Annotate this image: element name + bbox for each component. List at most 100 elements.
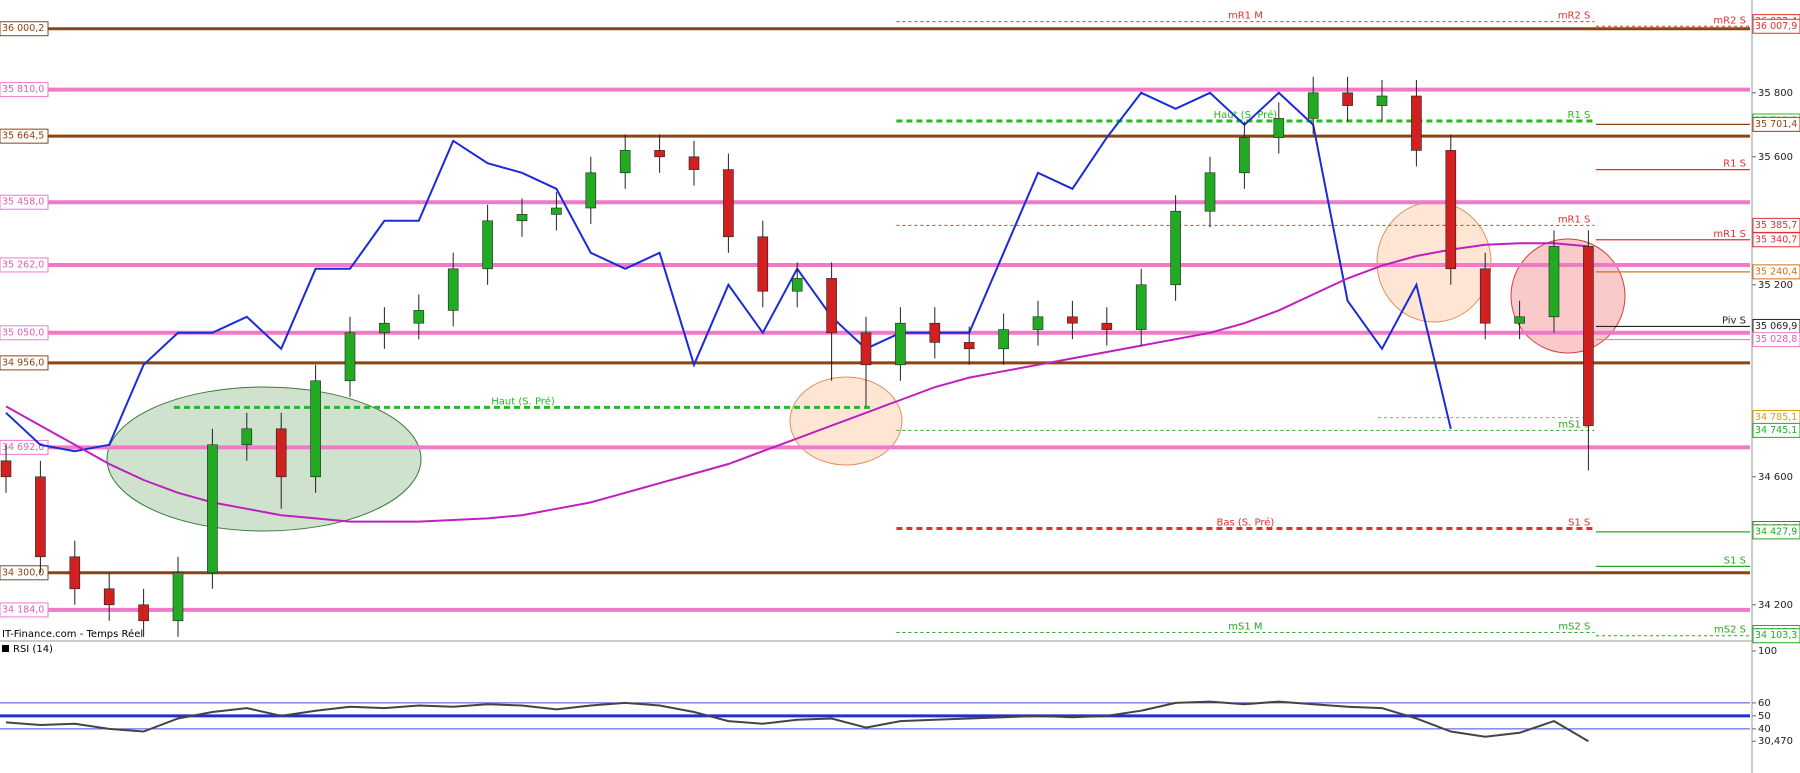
candle-body: [1032, 316, 1044, 330]
level-label: 34 427,9: [1755, 526, 1797, 537]
candle-body: [1239, 137, 1250, 174]
level-note: Haut (S. Pré): [491, 395, 555, 407]
candle-body: [275, 428, 287, 478]
rsi-title: RSI (14): [13, 644, 53, 655]
y-tick-label: 50: [1758, 711, 1771, 722]
source-label: IT-Finance.com - Temps Réel: [2, 628, 143, 640]
y-tick-label: 60: [1758, 698, 1771, 709]
level-label: 35 701,4: [1755, 119, 1797, 130]
level-label-box: [0, 257, 49, 273]
candle-body: [482, 220, 493, 270]
level-label: 35 050,0: [2, 327, 44, 338]
level-label-box: [0, 565, 49, 581]
level-label: 35 385,7: [1755, 220, 1797, 231]
rsi-legend-swatch: [2, 645, 9, 652]
candle-body: [1204, 172, 1216, 212]
candle-body: [929, 322, 941, 343]
candle-body: [1307, 92, 1319, 119]
level-label: 35 810,0: [2, 84, 44, 95]
candle-body: [379, 322, 390, 334]
y-tick-label: 35 800: [1758, 88, 1793, 99]
candle-body: [344, 332, 356, 382]
level-name: mS1 S: [1558, 419, 1590, 430]
level-label-box: [0, 602, 49, 618]
candle-body: [585, 172, 597, 209]
candle-body: [0, 460, 12, 478]
y-tick-label: 40: [1758, 724, 1771, 735]
level-label: 34 956,0: [2, 357, 44, 368]
y-tick-label: 35 600: [1758, 152, 1793, 163]
candle-body: [826, 278, 837, 334]
level-label: 35 262,0: [2, 259, 44, 270]
y-tick-label: 100: [1758, 646, 1777, 657]
candle-body: [1067, 316, 1078, 324]
candle-body: [551, 207, 562, 215]
candle-body: [1170, 210, 1181, 286]
candle-body: [791, 278, 803, 292]
y-tick-label: 34 200: [1758, 600, 1793, 611]
level-label: 36 007,9: [1755, 21, 1797, 32]
candle-body: [1514, 316, 1525, 324]
level-name: S1 S: [1568, 518, 1590, 529]
level-label: 34 785,1: [1755, 412, 1797, 423]
candle-body: [1135, 284, 1147, 330]
level-label-box: [1752, 116, 1800, 132]
candle-body: [1342, 92, 1353, 106]
candle-body: [138, 604, 149, 622]
candle-body: [688, 156, 700, 170]
candle-body: [1583, 246, 1594, 426]
level-name: mR1 S: [1713, 229, 1746, 240]
candle-body: [1479, 268, 1491, 324]
level-label: 36 000,2: [2, 23, 44, 34]
candle-body: [1376, 95, 1388, 106]
candle-body: [103, 588, 115, 606]
level-name: mS2 S: [1558, 622, 1590, 633]
level-label-box: [0, 128, 49, 144]
level-name: S1 S: [1724, 555, 1746, 566]
candle-body: [35, 476, 46, 558]
level-name: mS2 S: [1714, 625, 1746, 636]
candle-body: [619, 150, 631, 174]
candle-body: [1101, 322, 1113, 330]
level-label: 34 300,0: [2, 567, 44, 578]
candle-body: [998, 329, 1009, 350]
level-label-box: [0, 439, 49, 455]
level-label-box: [1752, 422, 1800, 438]
level-note: Haut (S. Pré): [1214, 109, 1278, 121]
level-label-box: [1752, 18, 1800, 34]
level-label: 35 028,8: [1755, 334, 1797, 345]
level-name: R1 S: [1568, 110, 1591, 121]
candle-body: [757, 236, 769, 292]
level-label-box: [1752, 264, 1800, 280]
candle-body: [1445, 150, 1457, 270]
candle-body: [172, 572, 184, 622]
candle-body: [241, 428, 253, 446]
candle-body: [723, 169, 734, 238]
level-label-box: [1752, 524, 1800, 540]
candle-body: [1548, 246, 1560, 318]
level-label-box: [1752, 332, 1800, 348]
level-label: 35 069,9: [1755, 321, 1797, 332]
level-name: mR1 S: [1558, 214, 1591, 225]
candle-body: [207, 444, 218, 574]
level-label-box: [0, 355, 49, 371]
candle-body: [654, 150, 665, 158]
level-name: R1 S: [1723, 159, 1746, 170]
level-name: mR2 S: [1558, 11, 1591, 22]
level-label: 35 458,0: [2, 197, 44, 208]
candle-body: [895, 322, 906, 366]
level-label: 34 184,0: [2, 604, 44, 615]
candle-body: [69, 556, 81, 590]
level-label: 35 240,4: [1755, 266, 1797, 277]
level-name: Piv S: [1722, 315, 1746, 326]
series-line: [5, 91, 1452, 453]
candle-body: [413, 310, 425, 324]
series-line: [5, 242, 1589, 523]
candle-body: [447, 268, 459, 311]
level-label-box: [1752, 628, 1800, 644]
level-label: 35 340,7: [1755, 234, 1797, 245]
level-label: 35 664,5: [2, 131, 44, 142]
candle-body: [963, 342, 975, 350]
